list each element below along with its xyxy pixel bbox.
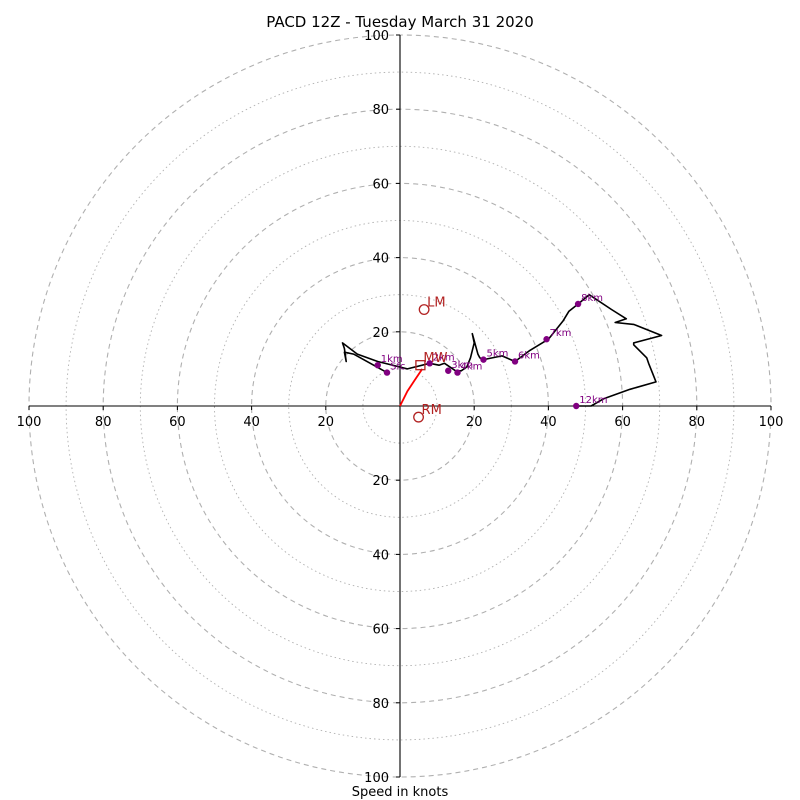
y-tick-label: 100 (364, 29, 389, 44)
height-marker-point (445, 367, 452, 374)
storm-motion-label: RM (422, 403, 442, 418)
x-tick-label: 100 (759, 415, 784, 430)
x-tick-label: 20 (318, 415, 335, 430)
storm-motion-marker (413, 411, 425, 423)
height-marker-label: 8km (581, 293, 603, 304)
x-tick-label: 40 (243, 415, 260, 430)
mean-wind-marker (415, 360, 426, 371)
height-marker-point (374, 361, 381, 369)
height-marker-point (573, 402, 580, 410)
y-tick-label: 60 (372, 177, 389, 192)
lowlevel-shear-line (399, 368, 424, 407)
height-marker-point (480, 356, 487, 363)
x-tick-label: 60 (614, 415, 631, 430)
x-tick-label: 60 (169, 415, 186, 430)
height-marker-label: 4km (461, 362, 483, 373)
hodograph-line (341, 293, 663, 407)
x-tick-label: 100 (17, 415, 42, 430)
storm-motion-marker (418, 304, 430, 315)
x-axis-label: Speed in knots (352, 785, 449, 800)
y-tick-label: 60 (372, 623, 389, 638)
height-marker-label: 7km (550, 328, 572, 339)
y-tick-label: 40 (372, 252, 389, 267)
y-tick-label: 100 (364, 771, 389, 786)
height-marker-label: 3km (451, 360, 473, 371)
height-marker-point (511, 358, 519, 365)
tick-labels: 100 80 60 40 20 20 40 60 80 100 20 20 40 40 60 60 80 80 10… (17, 29, 784, 786)
height-marker-label: Sfc (390, 362, 405, 373)
storm-motion-label: MW (423, 351, 447, 366)
height-marker-point (454, 369, 461, 376)
height-marker-point (383, 369, 391, 376)
x-tick-label: 40 (540, 415, 557, 430)
y-tick-label: 40 (372, 548, 389, 563)
height-marker-label: 2km (433, 352, 455, 363)
y-tick-label: 80 (372, 103, 389, 118)
height-marker-label: 12km (579, 395, 607, 406)
height-marker-point (574, 300, 582, 308)
y-tick-label: 20 (372, 326, 389, 341)
storm-motion-label: LM (427, 296, 445, 311)
height-marker-point (426, 360, 433, 367)
y-tick-label: 20 (372, 474, 389, 489)
x-tick-label: 80 (95, 415, 112, 430)
height-marker-label: 1km (381, 354, 403, 365)
height-marker-label: 5km (486, 349, 508, 360)
x-tick-label: 20 (466, 415, 483, 430)
y-tick-label: 80 (372, 697, 389, 712)
hodograph-series (341, 293, 663, 407)
chart-title: PACD 12Z - Tuesday March 31 2020 (266, 13, 534, 31)
height-marker-point (543, 336, 550, 343)
x-tick-label: 80 (689, 415, 706, 430)
storm-motion-markers: LM MW RM (413, 296, 448, 423)
height-marker-label: 6km (518, 350, 540, 361)
